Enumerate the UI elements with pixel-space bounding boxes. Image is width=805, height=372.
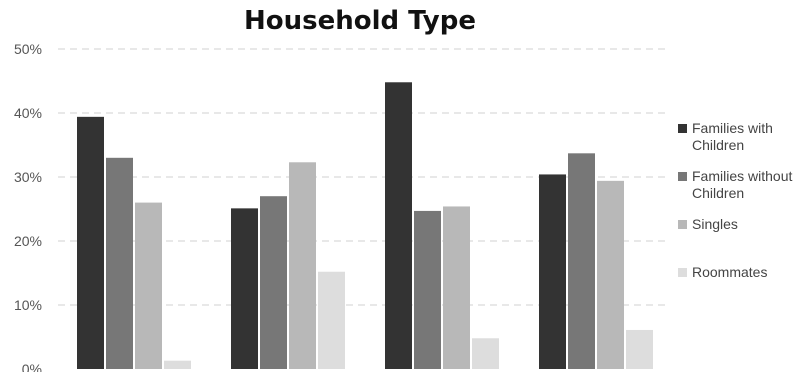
bar-series2-group3 (414, 210, 441, 369)
bar-series1-group2 (231, 208, 258, 369)
legend-swatch-4 (678, 268, 687, 277)
bars (77, 82, 653, 369)
legend-item-2: Families without Children (678, 168, 804, 202)
legend-swatch-1 (678, 124, 687, 133)
y-tick-label: 0% (22, 361, 42, 372)
bar-series3-group1 (135, 202, 162, 369)
bar-series1-group4 (539, 174, 566, 369)
legend-label-3: Singles (692, 216, 738, 232)
y-tick-labels: 0% 10% 20% 30% 40% 50% (14, 41, 42, 372)
bar-series3-group2 (289, 162, 316, 369)
bar-series4-group3 (472, 338, 499, 369)
legend-item-3: Singles (678, 216, 804, 233)
legend-swatch-2 (678, 172, 687, 181)
bar-series4-group1 (164, 360, 191, 369)
bar-series3-group4 (597, 180, 624, 369)
bar-series2-group1 (106, 157, 133, 369)
y-tick-label: 50% (14, 41, 42, 57)
bar-series2-group2 (260, 196, 287, 369)
bar-series4-group4 (626, 329, 653, 369)
bar-series3-group3 (443, 206, 470, 369)
bar-series2-group4 (568, 153, 595, 369)
bar-series1-group3 (385, 82, 412, 369)
bar-series1-group1 (77, 116, 104, 369)
legend-label-4: Roommates (692, 264, 768, 280)
bar-series4-group2 (318, 271, 345, 369)
chart-title: Household Type (243, 6, 477, 36)
legend-item-4: Roommates (678, 264, 804, 281)
y-tick-label: 10% (14, 297, 42, 313)
legend-label-1: Families with Children (692, 120, 773, 153)
legend-item-1: Families with Children (678, 120, 804, 154)
y-tick-label: 40% (14, 105, 42, 121)
y-tick-label: 30% (14, 169, 42, 185)
legend-swatch-3 (678, 220, 687, 229)
legend-label-2: Families without Children (692, 168, 793, 201)
y-tick-label: 20% (14, 233, 42, 249)
